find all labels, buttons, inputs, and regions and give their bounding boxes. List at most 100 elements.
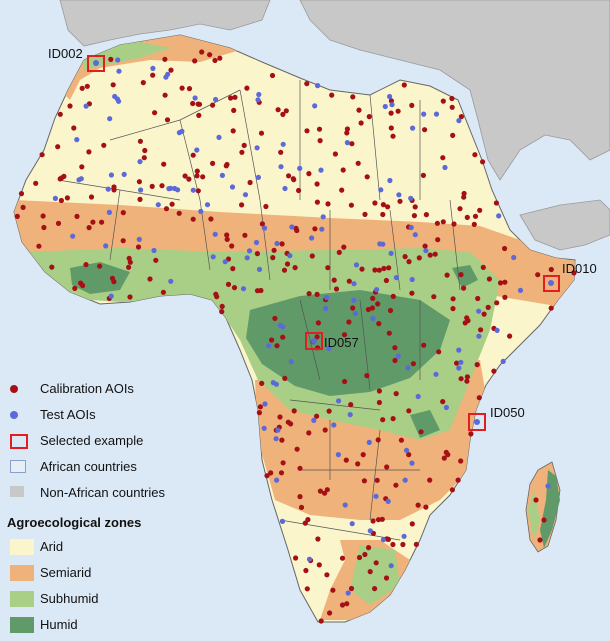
calibration-aoi-point [333, 286, 340, 292]
calibration-aoi-point [18, 191, 25, 197]
calibration-aoi-point [346, 319, 352, 325]
calibration-aoi-point [79, 85, 85, 91]
test-aoi-point [366, 439, 372, 445]
calibration-aoi-point [72, 285, 78, 291]
calibration-aoi-point [411, 213, 417, 219]
calibration-aoi-point [303, 567, 309, 574]
calibration-aoi-point [49, 264, 55, 270]
selected-example-id057[interactable]: ID057 [305, 332, 359, 350]
calibration-aoi-point [200, 174, 206, 180]
test-aoi-point [352, 310, 358, 316]
selected-example-id050[interactable]: ID050 [468, 405, 525, 431]
calibration-aoi-point [379, 516, 385, 522]
calibration-aoi-point [348, 402, 354, 408]
calibration-aoi-point [244, 85, 250, 91]
calibration-aoi-point [304, 81, 310, 87]
test-aoi-point [351, 297, 357, 303]
calibration-aoi-point [480, 264, 486, 270]
calibration-aoi-point [179, 85, 185, 91]
calibration-aoi-point [195, 101, 201, 107]
test-aoi-point [192, 95, 198, 101]
test-aoi-point [380, 537, 386, 543]
calibration-aoi-point [239, 202, 245, 208]
calibration-aoi-point [110, 82, 116, 88]
calibration-aoi-point [386, 330, 392, 336]
calibration-aoi-point [67, 103, 73, 109]
test-aoi-point [179, 128, 185, 134]
calibration-aoi-point [481, 311, 487, 317]
calibration-aoi-point [317, 488, 323, 494]
calibration-aoi-point [247, 179, 253, 186]
calibration-aoi-point [395, 108, 401, 114]
calibration-aoi-point [219, 303, 225, 309]
test-aoi-point [388, 250, 394, 256]
test-aoi-point [388, 563, 394, 569]
test-aoi-point [335, 452, 341, 458]
test-aoi-point [254, 145, 260, 151]
calibration-aoi-point [186, 176, 192, 182]
calibration-aoi-point [361, 478, 367, 484]
calibration-aoi-point [84, 83, 90, 89]
calibration-aoi-points [14, 49, 577, 624]
selected-example-id010[interactable]: ID010 [543, 261, 597, 292]
calibration-aoi-point [449, 487, 455, 493]
calibration-aoi-point [286, 173, 292, 179]
test-aoi-point [273, 436, 279, 442]
test-aoi-point [266, 343, 272, 349]
calibration-aoi-point [225, 281, 232, 287]
calibration-aoi-point [380, 211, 386, 218]
calibration-aoi-point [317, 138, 323, 144]
test-aoi-point [433, 111, 440, 117]
test-aoi-point [52, 195, 59, 201]
calibration-aoi-point [176, 210, 182, 216]
test-aoi-point [345, 590, 351, 596]
legend-label: Calibration AOIs [40, 381, 134, 396]
calibration-aoi-point [79, 164, 85, 170]
calibration-aoi-point [293, 225, 299, 231]
calibration-aoi-point [86, 225, 92, 231]
calibration-aoi-point [410, 361, 416, 367]
calibration-aoi-point [325, 201, 331, 207]
calibration-aoi-point [441, 455, 447, 461]
calibration-aoi-point [199, 49, 205, 55]
test-aoi-point [274, 240, 280, 247]
calibration-aoi-point [380, 417, 386, 423]
calibration-aoi-point [292, 265, 298, 271]
calibration-aoi-point [269, 337, 275, 343]
test-aoi-point [404, 447, 410, 453]
test-aoi-point [351, 281, 357, 287]
test-aoi-point [255, 174, 261, 180]
calibration-aoi-point [343, 457, 349, 463]
test-aoi-point [253, 239, 260, 246]
calibration-aoi-point [336, 249, 342, 255]
test-aoi-point [476, 308, 482, 314]
test-aoi-point [378, 187, 384, 193]
calibration-aoi-point [537, 537, 543, 543]
calibration-aoi-point [440, 399, 446, 405]
selected-box [468, 413, 486, 431]
subhumid-swatch-icon [10, 591, 34, 607]
calibration-aoi-point [480, 159, 486, 165]
calibration-aoi-point [99, 219, 105, 225]
test-aoi-point [210, 254, 216, 260]
selected-box-icon [10, 434, 28, 449]
calibration-aoi-point [280, 460, 286, 466]
test-aoi-point [246, 248, 253, 254]
test-aoi-point [83, 103, 89, 109]
calibration-aoi-point [355, 160, 361, 166]
calibration-aoi-point [507, 333, 513, 339]
legend-zones-title: Agroecological zones [7, 515, 142, 530]
selected-example-id002[interactable]: ID002 [48, 46, 105, 72]
selected-box [543, 275, 560, 292]
calibration-aoi-point [533, 497, 539, 503]
test-aoi-point [106, 209, 112, 215]
humid-swatch-icon [10, 617, 34, 633]
calibration-aoi-point [270, 255, 276, 261]
test-aoi-point [476, 333, 482, 339]
calibration-aoi-point [548, 266, 554, 273]
calibration-aoi-point [449, 95, 455, 102]
legend-semiarid: Semiarid [4, 560, 244, 586]
test-aoi-point [319, 226, 325, 232]
test-aoi-point [401, 533, 407, 539]
calibration-aoi-point [390, 541, 396, 548]
